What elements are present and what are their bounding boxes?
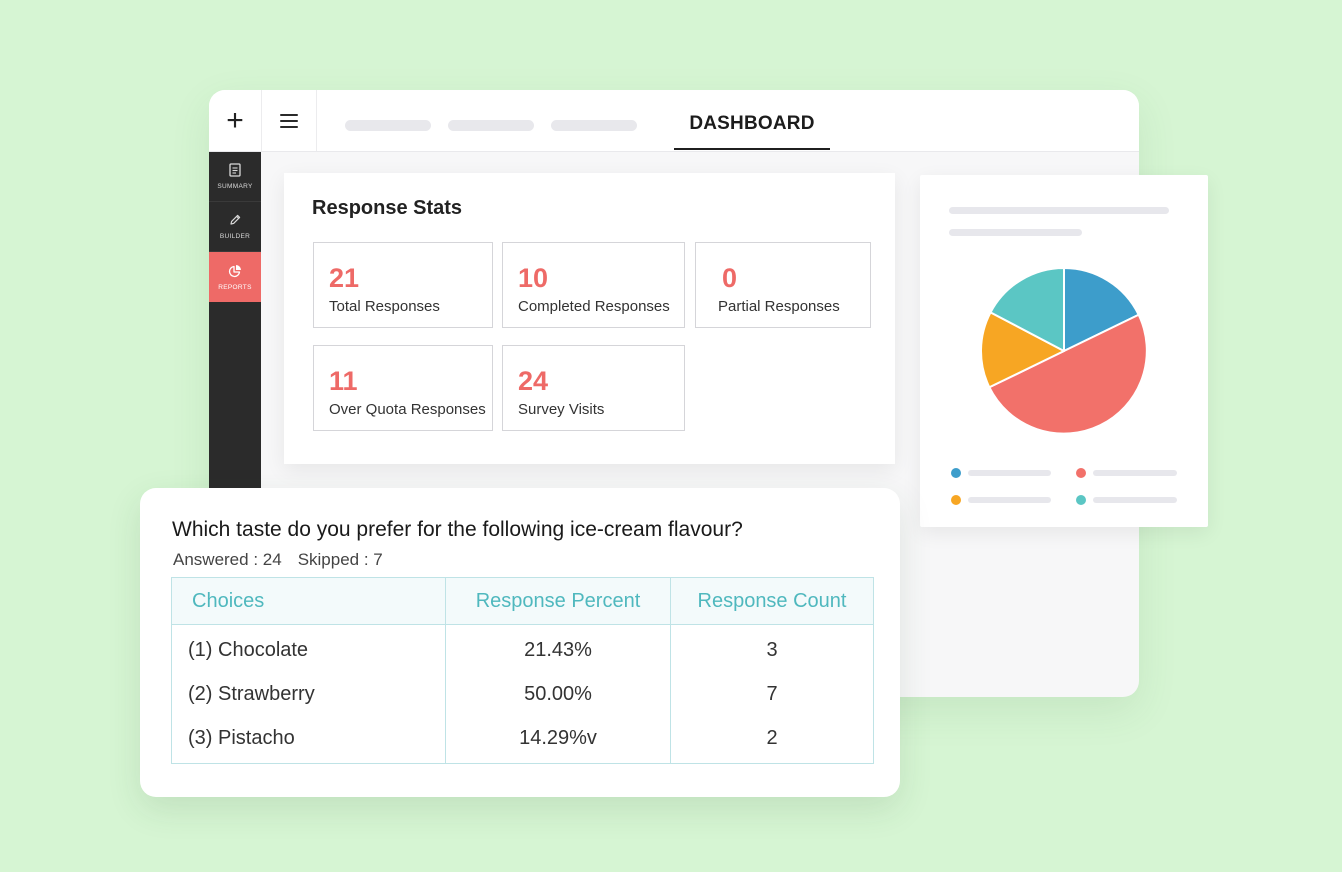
table-row: (1) Chocolate 21.43% 3	[171, 624, 874, 672]
pie-chart-card	[920, 175, 1208, 527]
percent-cell: 50.00%	[445, 672, 671, 716]
column-header-choices: Choices	[171, 577, 446, 625]
sidebar-item-label: REPORTS	[218, 283, 252, 291]
tab-placeholder-3[interactable]	[551, 120, 637, 131]
legend-placeholder	[968, 470, 1051, 476]
choice-cell: (2) Strawberry	[171, 672, 446, 716]
tab-placeholder-1[interactable]	[345, 120, 431, 131]
placeholder-subtitle-bar	[949, 229, 1082, 236]
document-icon	[229, 163, 241, 177]
stat-survey-visits[interactable]: 24 Survey Visits	[502, 345, 685, 431]
legend-placeholder	[968, 497, 1051, 503]
stat-total-responses[interactable]: 21 Total Responses	[313, 242, 493, 328]
stat-label: Partial Responses	[718, 298, 840, 315]
question-card: Which taste do you prefer for the follow…	[140, 488, 900, 797]
table-row: (2) Strawberry 50.00% 7	[171, 672, 874, 716]
choice-cell: (3) Pistacho	[171, 716, 446, 764]
column-header-percent: Response Percent	[445, 577, 671, 625]
pie-slice-1[interactable]	[988, 313, 1148, 435]
choice-cell: (1) Chocolate	[171, 624, 446, 672]
legend-dot-teal	[1076, 495, 1086, 505]
legend-dot-orange	[951, 495, 961, 505]
percent-cell: 21.43%	[445, 624, 671, 672]
sidebar-item-label: BUILDER	[219, 233, 251, 240]
answered-count: Answered : 24	[173, 550, 282, 569]
pencil-icon	[230, 214, 241, 225]
stat-over-quota-responses[interactable]: 11 Over Quota Responses	[313, 345, 493, 431]
response-stats-card: Response Stats 21 Total Responses 10 Com…	[284, 173, 895, 464]
stat-value: 0	[722, 263, 738, 293]
skipped-count: Skipped : 7	[297, 550, 383, 569]
menu-button[interactable]	[262, 90, 317, 151]
pie-chart-icon	[228, 264, 241, 277]
stat-label: Over Quota Responses	[329, 401, 486, 418]
stat-partial-responses[interactable]: 0 Partial Responses	[695, 242, 871, 328]
column-header-count: Response Count	[670, 577, 874, 625]
legend-placeholder	[1093, 470, 1177, 476]
pie-slice-0[interactable]	[1063, 267, 1140, 352]
pie-slice-3[interactable]	[989, 267, 1065, 352]
legend-dot-red	[1076, 468, 1086, 478]
percent-cell: 14.29%v	[445, 716, 671, 764]
question-title: Which taste do you prefer for the follow…	[172, 518, 743, 541]
legend-placeholder	[1093, 497, 1177, 503]
stat-value: 24	[518, 366, 549, 396]
stat-label: Completed Responses	[518, 298, 670, 315]
count-cell: 7	[670, 672, 874, 716]
hamburger-icon	[280, 113, 298, 128]
table-header-row: Choices Response Percent Response Count	[171, 577, 874, 625]
stat-label: Survey Visits	[518, 401, 605, 418]
sidebar-item-label: SUMMARY	[217, 183, 253, 190]
legend-dot-blue	[951, 468, 961, 478]
sidebar-item-builder[interactable]: BUILDER	[209, 202, 261, 252]
placeholder-title-bar	[949, 207, 1169, 214]
table-row: (3) Pistacho 14.29%v 2	[171, 716, 874, 764]
stats-title: Response Stats	[312, 197, 463, 219]
pie-slice-2[interactable]	[980, 311, 1065, 389]
tab-dashboard[interactable]: DASHBOARD	[674, 90, 830, 150]
stat-completed-responses[interactable]: 10 Completed Responses	[502, 242, 685, 328]
stat-value: 11	[329, 366, 358, 396]
tab-placeholder-2[interactable]	[448, 120, 534, 131]
sidebar-item-reports[interactable]: REPORTS	[209, 252, 261, 302]
top-bar: + DASHBOARD	[209, 90, 1139, 152]
stat-value: 21	[329, 263, 360, 293]
question-meta: Answered : 24 Skipped : 7	[173, 550, 383, 570]
stat-value: 10	[518, 263, 549, 293]
count-cell: 2	[670, 716, 874, 764]
add-button[interactable]: +	[209, 90, 262, 151]
count-cell: 3	[670, 624, 874, 672]
pie-chart	[980, 267, 1148, 435]
stat-label: Total Responses	[329, 298, 440, 315]
sidebar-item-summary[interactable]: SUMMARY	[209, 152, 261, 202]
responses-table: Choices Response Percent Response Count …	[171, 577, 874, 764]
plus-icon: +	[226, 103, 244, 137]
